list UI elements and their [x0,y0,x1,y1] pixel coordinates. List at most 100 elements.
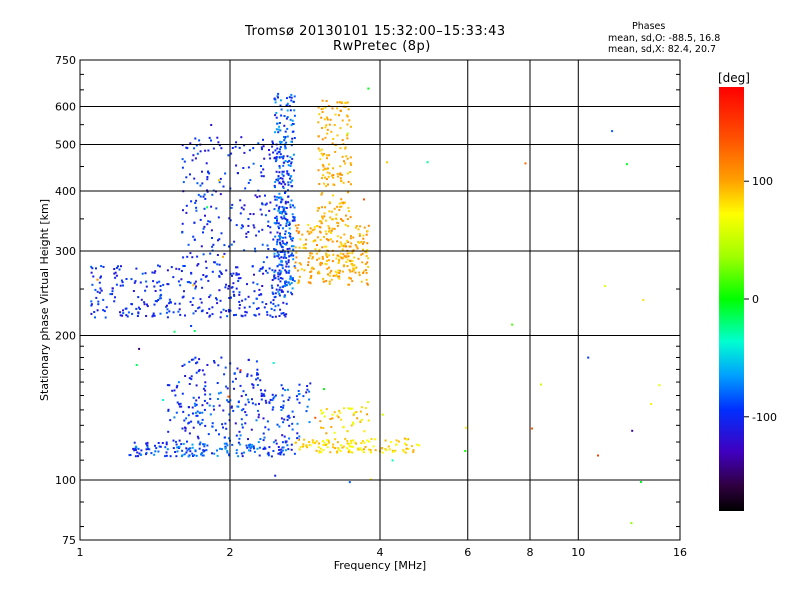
data-point [336,446,339,449]
data-point [367,401,369,404]
data-point [284,137,287,140]
data-point [255,297,258,300]
data-point [332,194,335,197]
data-point [324,176,326,179]
data-point [285,271,288,274]
data-point [392,451,395,454]
data-point [287,173,290,176]
data-point [331,227,334,230]
data-point [341,119,344,122]
data-point [367,224,370,227]
data-point [278,205,281,208]
data-point [366,261,369,264]
data-point [336,441,339,444]
data-point [330,269,333,272]
data-point [354,226,357,229]
data-point [342,244,345,247]
data-point [138,452,141,455]
data-point [240,409,243,412]
data-point [119,284,122,287]
data-point [144,289,147,292]
data-point [280,417,283,420]
data-point [277,290,280,293]
data-point [369,478,372,481]
data-point [227,287,230,290]
data-point [274,269,277,272]
data-point [203,193,206,196]
data-point [334,438,337,441]
data-point [271,269,274,272]
data-point [272,302,275,305]
data-point [251,398,253,401]
data-point [233,387,235,390]
data-point [90,312,93,315]
data-point [181,231,184,234]
data-point [307,224,310,226]
data-point [321,255,324,258]
data-point [278,125,281,128]
data-point [225,427,228,430]
data-point [133,449,136,452]
data-point [252,147,255,150]
data-point [339,450,342,452]
data-point [404,442,406,445]
data-points [90,87,661,525]
data-point [182,256,185,259]
data-point [284,145,287,148]
data-point [237,441,240,444]
data-point [253,273,255,276]
data-point [325,408,328,411]
data-point [228,454,231,457]
data-point [196,410,199,413]
data-point [328,172,331,175]
data-point [199,195,202,198]
data-point [349,407,352,410]
data-point [327,439,330,442]
data-point [202,253,205,256]
data-point [192,284,195,287]
data-point [311,229,314,232]
data-point [349,162,352,165]
data-point [233,314,235,317]
data-point [316,258,319,261]
data-point [281,170,284,173]
data-point [166,308,169,311]
data-point [277,209,280,212]
data-point [90,303,93,306]
data-point [181,166,184,169]
data-point [282,242,285,245]
data-point [275,204,278,207]
data-point [280,210,283,213]
data-point [280,312,283,315]
data-point [174,394,177,397]
data-point [256,196,259,199]
data-point [335,217,338,220]
x-tick-label: 10 [571,546,585,559]
data-point [374,449,377,452]
data-point [358,233,361,235]
data-point [278,235,281,237]
data-point [286,248,289,250]
data-point [172,439,175,442]
data-point [328,123,331,126]
data-point [178,445,181,448]
data-point [169,419,172,422]
data-point [211,452,213,455]
data-point [261,266,264,269]
data-point [267,454,270,457]
data-point [345,255,348,258]
data-point [211,313,214,316]
data-point [366,282,369,285]
data-point [286,109,289,112]
data-point [241,426,244,429]
data-point [352,249,355,252]
data-point [351,407,354,410]
data-point [348,277,351,280]
data-point [232,409,235,412]
data-point [306,388,309,391]
data-point [405,438,408,441]
data-point [285,260,287,263]
y-tick-label: 600 [55,101,76,114]
data-point [279,236,282,239]
data-point [247,166,250,169]
